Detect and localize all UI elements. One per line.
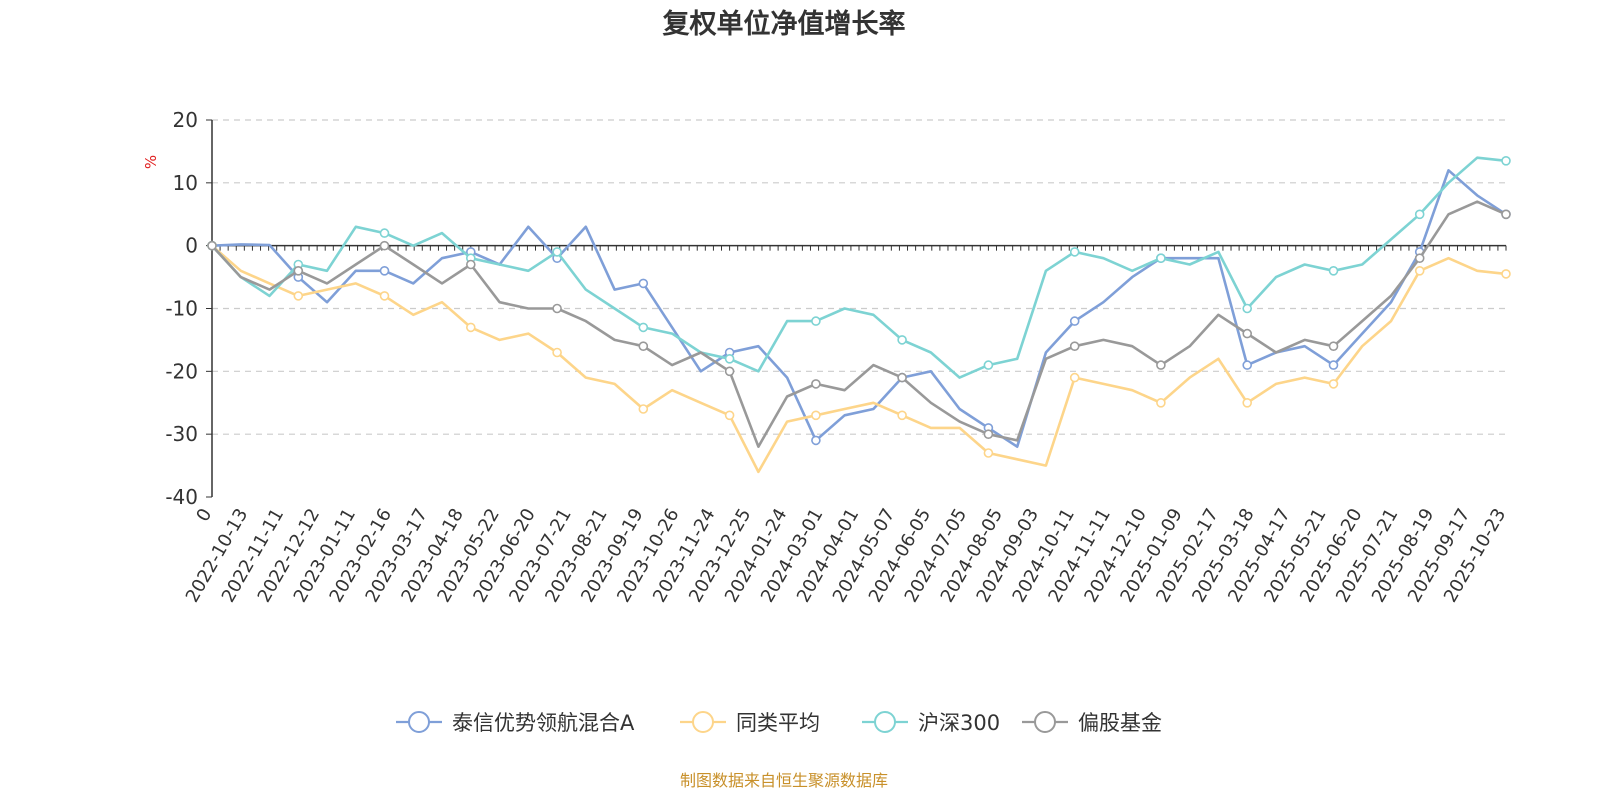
legend[interactable]: 泰信优势领航混合A 同类平均 沪深300 偏股基金: [396, 711, 1162, 735]
series-line-1: [211, 244, 1507, 474]
series-point-1: [379, 291, 390, 301]
series-point-0: [811, 435, 821, 446]
series-point-2: [724, 353, 735, 364]
source-note: 制图数据来自恒生聚源数据库: [680, 771, 888, 790]
x-tick-label: 0: [192, 505, 216, 525]
series-line-0: [211, 169, 1507, 448]
series-point-2: [897, 335, 907, 345]
x-axis: 02022-10-132022-11-112022-12-122023-01-1…: [182, 244, 1510, 606]
series-point-3: [379, 240, 390, 251]
series-point-2: [638, 322, 649, 333]
y-tick-label: -40: [165, 485, 198, 509]
series-point-0: [1242, 360, 1252, 370]
series-point-3: [207, 240, 217, 251]
series-point-3: [552, 303, 562, 314]
series-point-1: [465, 322, 476, 333]
y-axis: 20 10 0 -10 -20 -30 -40: [165, 108, 213, 509]
series-point-1: [293, 291, 304, 301]
y-tick-label: -30: [165, 422, 198, 446]
series-point-2: [552, 247, 562, 257]
series-point-3: [293, 265, 304, 276]
series-point-0: [1328, 360, 1339, 370]
y-axis-unit: %: [142, 155, 160, 169]
series-point-3: [1156, 360, 1166, 370]
series-point-2: [1069, 247, 1080, 257]
series-point-2: [1501, 156, 1511, 166]
grid-lines: [212, 119, 1506, 435]
series-point-1: [1156, 397, 1166, 408]
legend-label: 同类平均: [736, 711, 820, 735]
legend-label: 沪深300: [918, 711, 1000, 735]
series-point-0: [379, 265, 390, 276]
legend-marker: [692, 711, 714, 733]
series-point-1: [897, 410, 907, 421]
series-point-0: [638, 278, 649, 289]
series-point-2: [379, 228, 390, 238]
legend-item-1[interactable]: 同类平均: [680, 711, 820, 735]
series-point-3: [811, 379, 821, 389]
series-point-1: [1414, 265, 1425, 276]
series-point-3: [1501, 209, 1511, 220]
series-point-2: [811, 316, 821, 326]
chart-title: 复权单位净值增长率: [663, 8, 906, 40]
series-point-3: [638, 341, 649, 352]
y-tick-label: -20: [165, 359, 198, 383]
series-point-3: [724, 366, 735, 377]
series-point-1: [1328, 379, 1339, 389]
series-point-3: [897, 372, 907, 383]
series-point-3: [1242, 328, 1252, 339]
y-tick-label: 10: [173, 171, 198, 195]
series-point-1: [724, 410, 735, 421]
legend-item-0[interactable]: 泰信优势领航混合A: [396, 711, 635, 735]
series-point-1: [638, 404, 649, 414]
series-point-3: [465, 259, 476, 270]
series-point-1: [1242, 397, 1252, 408]
legend-item-2[interactable]: 沪深300: [862, 711, 1000, 735]
y-tick-label: 0: [185, 234, 198, 258]
legend-label: 偏股基金: [1078, 711, 1162, 735]
series-line-3: [211, 200, 1507, 448]
series-point-3: [1414, 253, 1425, 264]
series-point-1: [1069, 372, 1080, 383]
legend-item-3[interactable]: 偏股基金: [1022, 711, 1162, 735]
series-point-0: [1069, 316, 1080, 326]
series-point-3: [1328, 341, 1339, 352]
legend-label: 泰信优势领航混合A: [452, 711, 635, 735]
series-line-2: [211, 156, 1507, 379]
y-tick-label: 20: [173, 108, 198, 132]
series-point-2: [1328, 265, 1339, 276]
series-point-2: [1242, 303, 1252, 314]
plot-area: [207, 156, 1511, 474]
series-point-2: [983, 360, 994, 370]
series-point-1: [811, 410, 821, 421]
series-point-1: [1501, 269, 1511, 279]
legend-marker: [1034, 711, 1056, 733]
y-tick-label: -10: [165, 297, 198, 321]
legend-marker: [408, 711, 430, 733]
series-point-1: [983, 448, 994, 458]
series-point-2: [1156, 253, 1166, 264]
legend-marker: [874, 711, 896, 733]
series-point-3: [1069, 341, 1080, 352]
series-point-1: [552, 347, 562, 358]
series-point-2: [1414, 209, 1425, 220]
series-point-3: [983, 429, 994, 440]
